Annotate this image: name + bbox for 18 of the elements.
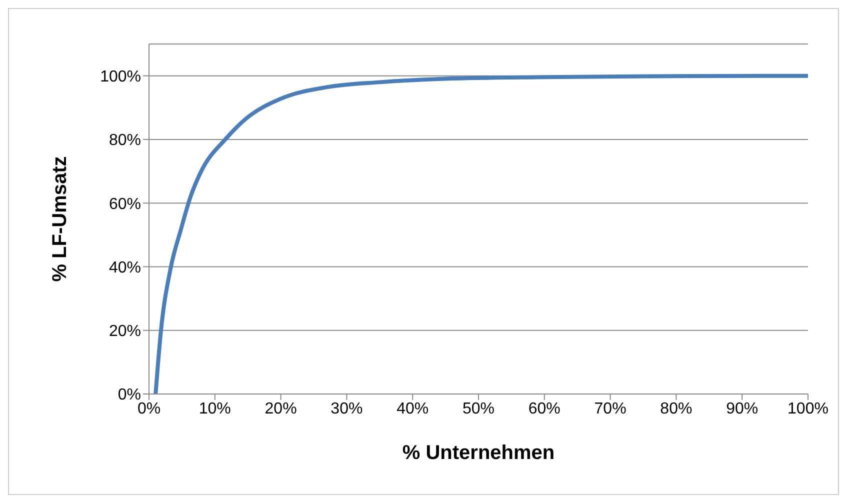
x-tick-label: 10%: [198, 400, 231, 418]
x-tick-label: 30%: [330, 400, 363, 418]
y-tick-label: 80%: [108, 132, 141, 150]
x-tick-label: 20%: [264, 400, 297, 418]
y-tick-label: 100%: [100, 68, 141, 86]
x-tick-label: 50%: [462, 400, 495, 418]
x-tick-label: 80%: [660, 400, 692, 418]
y-tick-label: 20%: [108, 323, 141, 340]
x-tick-label: 40%: [396, 400, 429, 418]
x-axis-title: % Unternehmen: [402, 442, 555, 464]
x-tick-label: 90%: [726, 400, 758, 418]
x-tick-label: 70%: [594, 400, 626, 418]
y-tick-label: 40%: [108, 259, 141, 276]
y-tick-label: 60%: [108, 196, 141, 213]
line-series: [154, 74, 808, 394]
x-tick-label: 60%: [528, 400, 560, 418]
y-axis-title: % LF-Umsatz: [49, 156, 72, 282]
x-tick-label: 100%: [788, 400, 828, 418]
